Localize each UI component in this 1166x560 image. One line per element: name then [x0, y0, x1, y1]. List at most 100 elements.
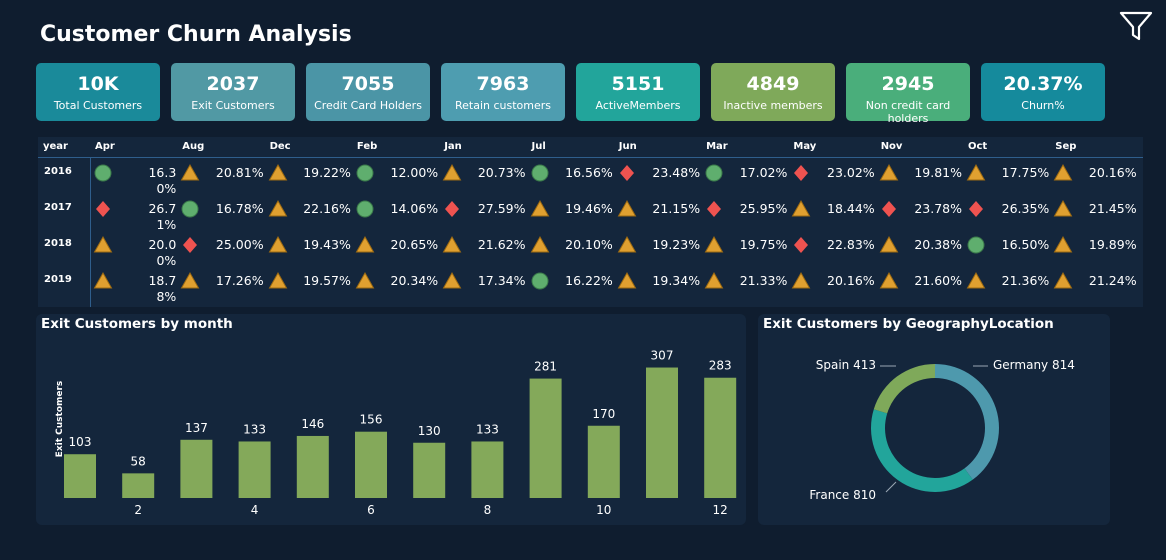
matrix-value: 21.60%	[914, 273, 962, 288]
matrix-value: 19.81%	[914, 165, 962, 180]
matrix-month-header[interactable]: Oct	[968, 141, 988, 152]
kpi-label: Exit Customers	[191, 99, 275, 112]
matrix-cell: 25.00%	[180, 233, 264, 269]
x-tick-label: 6	[367, 503, 375, 517]
diamond-icon	[96, 201, 110, 217]
bar-data-label: 137	[185, 421, 208, 435]
bar[interactable]	[413, 442, 446, 498]
matrix-month-header[interactable]: Jun	[618, 141, 637, 152]
kpi-value: 2945	[881, 73, 935, 95]
circle-icon	[531, 164, 548, 182]
diamond-icon	[445, 201, 460, 217]
matrix-month-header[interactable]: Jan	[444, 141, 462, 152]
matrix-value: 19.34%	[652, 273, 701, 288]
bar[interactable]	[646, 367, 678, 498]
circle-icon	[705, 164, 723, 182]
matrix-value: 19.22%	[303, 165, 351, 180]
kpi-card[interactable]: 4849 Inactive members	[711, 63, 835, 121]
matrix-month-header[interactable]: Mar	[706, 141, 728, 152]
matrix-cell: 20.16%	[791, 269, 875, 305]
bar[interactable]	[529, 378, 562, 498]
bar[interactable]	[355, 431, 387, 498]
matrix-value: 25.95%	[739, 201, 788, 216]
matrix-month-header[interactable]: Apr	[95, 141, 115, 152]
matrix-year: 2017	[44, 202, 72, 213]
matrix-value: 19.75%	[739, 237, 788, 252]
donut-slice[interactable]	[873, 364, 935, 414]
bar-data-label: 58	[131, 454, 146, 468]
exit-by-geography-panel: Exit Customers by GeographyLocation Germ…	[758, 314, 1110, 525]
matrix-value: 20.34%	[390, 273, 439, 288]
matrix-cell: 21.24%	[1053, 269, 1137, 305]
triangle-icon	[93, 235, 113, 253]
matrix-value: 16.30%	[148, 165, 177, 196]
matrix-value: 14.06%	[390, 201, 439, 216]
matrix-cell: 20.38%	[879, 233, 962, 269]
kpi-label: Total Customers	[53, 99, 143, 112]
matrix-cell: 17.26%	[180, 269, 264, 305]
bar[interactable]	[238, 441, 271, 498]
matrix-year-header: year	[43, 141, 68, 152]
donut-leader-line	[885, 481, 897, 493]
donut-slice[interactable]	[935, 364, 999, 480]
matrix-value: 16.56%	[565, 165, 613, 180]
triangle-icon	[268, 163, 287, 181]
bar[interactable]	[180, 439, 213, 498]
kpi-card[interactable]: 2945 Non credit card holders	[846, 63, 970, 125]
matrix-value: 19.23%	[652, 237, 701, 252]
matrix-month-header[interactable]: Aug	[182, 141, 205, 152]
matrix-month-header[interactable]: Feb	[356, 141, 378, 152]
matrix-cell: 21.45%	[1053, 197, 1137, 233]
matrix-value: 20.10%	[565, 237, 613, 252]
triangle-icon	[268, 235, 287, 253]
matrix-value: 23.48%	[652, 165, 701, 180]
bar-data-label: 283	[709, 359, 732, 373]
kpi-card[interactable]: 7055 Credit Card Holders	[306, 63, 430, 121]
matrix-month-header[interactable]: Dec	[269, 141, 291, 152]
matrix-value: 26.71%	[148, 201, 177, 232]
matrix-value: 20.00%	[148, 237, 177, 268]
triangle-icon	[1053, 235, 1073, 253]
matrix-header: year Apr Aug Dec Feb Jan Jul Jun Mar May Nov Oct Sep	[38, 137, 1143, 158]
bar[interactable]	[64, 454, 96, 498]
triangle-icon	[180, 271, 200, 289]
matrix-value: 21.45%	[1088, 201, 1137, 216]
kpi-card[interactable]: 5151 ActiveMembers	[576, 63, 700, 121]
matrix-value: 21.36%	[1001, 273, 1050, 288]
bar-data-label: 156	[360, 413, 383, 427]
donut-label: Spain 413	[816, 358, 876, 372]
matrix-month-header[interactable]: May	[793, 141, 817, 152]
circle-icon	[356, 200, 374, 218]
kpi-card[interactable]: 10K Total Customers	[36, 63, 160, 121]
bar[interactable]	[296, 435, 329, 498]
kpi-label: ActiveMembers	[595, 99, 681, 112]
matrix-value: 19.43%	[303, 237, 351, 252]
bar[interactable]	[471, 441, 504, 498]
matrix-cell: 25.95%	[704, 197, 787, 233]
bar-data-label: 103	[69, 435, 92, 449]
bar[interactable]	[587, 425, 620, 498]
matrix-month-header[interactable]: Sep	[1055, 141, 1077, 152]
matrix-cell: 21.60%	[879, 269, 962, 305]
donut-slice[interactable]	[871, 409, 973, 492]
matrix-cell: 19.22%	[268, 161, 351, 197]
triangle-icon	[879, 235, 899, 253]
exit-by-month-panel: Exit Customers by month Exit Customers 1…	[36, 314, 746, 525]
triangle-icon	[617, 271, 637, 289]
triangle-icon	[617, 235, 637, 253]
matrix-cell: 27.59%	[442, 197, 525, 233]
triangle-icon	[530, 235, 549, 253]
kpi-card[interactable]: 7963 Retain customers	[441, 63, 565, 121]
matrix-value: 27.59%	[477, 201, 526, 216]
filter-icon[interactable]	[1118, 8, 1154, 44]
matrix-month-header[interactable]: Nov	[880, 141, 903, 152]
bar[interactable]	[122, 473, 155, 498]
bar[interactable]	[704, 377, 737, 498]
matrix-month-header[interactable]: Jul	[531, 141, 546, 152]
kpi-card[interactable]: 20.37% Churn%	[981, 63, 1105, 121]
matrix-cell: 17.34%	[442, 269, 525, 305]
matrix-value: 18.78%	[148, 273, 177, 304]
triangle-icon	[93, 271, 113, 289]
triangle-icon	[530, 199, 549, 217]
kpi-card[interactable]: 2037 Exit Customers	[171, 63, 295, 121]
